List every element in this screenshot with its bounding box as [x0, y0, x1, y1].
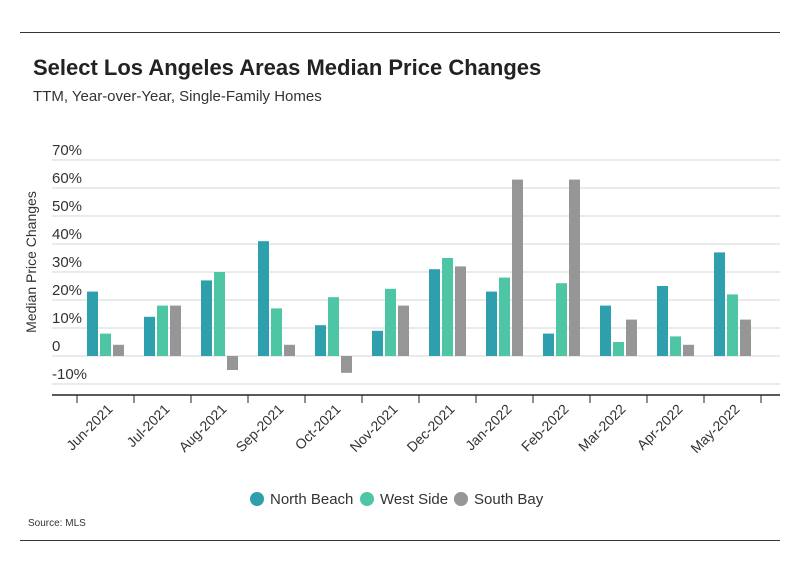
x-tick-label: Sep-2021: [232, 401, 286, 455]
y-tick-label: 20%: [52, 282, 82, 299]
x-tick-label: Mar-2022: [575, 401, 629, 455]
y-tick-label: -10%: [52, 366, 87, 383]
bar-north-beach: [486, 291, 497, 356]
source-note: Source: MLS: [28, 518, 86, 529]
bar-south-bay: [227, 356, 238, 370]
bar-west-side: [727, 294, 738, 356]
y-tick-label: 30%: [52, 254, 82, 271]
bar-west-side: [442, 258, 453, 356]
chart-subtitle: TTM, Year-over-Year, Single-Family Homes: [33, 88, 322, 105]
y-tick-label: 50%: [52, 198, 82, 215]
bar-north-beach: [201, 280, 212, 356]
bar-south-bay: [113, 344, 124, 356]
bar-north-beach: [429, 269, 440, 356]
bar-north-beach: [315, 325, 326, 356]
bar-south-bay: [626, 319, 637, 356]
legend-label: South Bay: [474, 491, 544, 508]
bar-south-bay: [683, 344, 694, 356]
y-tick-label: 40%: [52, 226, 82, 243]
bottom-rule: [20, 540, 780, 541]
bar-west-side: [499, 277, 510, 356]
legend-swatch-west-side: [360, 492, 374, 506]
bar-west-side: [613, 342, 624, 356]
bar-south-bay: [341, 356, 352, 373]
bar-west-side: [157, 305, 168, 356]
x-tick-label: Feb-2022: [518, 401, 572, 455]
y-tick-label: 0: [52, 338, 60, 355]
y-tick-label: 70%: [52, 142, 82, 159]
bar-north-beach: [600, 305, 611, 356]
x-tick-label: Nov-2021: [346, 401, 400, 455]
bar-south-bay: [569, 179, 580, 356]
y-axis-label: Median Price Changes: [23, 191, 39, 333]
bar-south-bay: [398, 305, 409, 356]
bar-west-side: [214, 272, 225, 356]
top-rule: [20, 32, 780, 33]
legend-swatch-south-bay: [454, 492, 468, 506]
bar-west-side: [385, 288, 396, 356]
bar-west-side: [271, 308, 282, 356]
bar-west-side: [670, 336, 681, 356]
legend: North Beach West Side South Bay: [250, 491, 544, 508]
x-tick-label: Aug-2021: [175, 401, 229, 455]
bar-south-bay: [284, 344, 295, 356]
legend-swatch-north-beach: [250, 492, 264, 506]
bar-south-bay: [170, 305, 181, 356]
bar-north-beach: [144, 316, 155, 356]
x-tick-label: Jul-2021: [123, 401, 172, 450]
x-tick-label: Apr-2022: [634, 401, 686, 453]
bar-west-side: [328, 297, 339, 356]
bar-north-beach: [372, 330, 383, 356]
chart-title: Select Los Angeles Areas Median Price Ch…: [33, 55, 542, 80]
legend-label: West Side: [380, 491, 448, 508]
bar-south-bay: [455, 266, 466, 356]
bar-north-beach: [714, 252, 725, 356]
x-tick-label: Dec-2021: [403, 401, 457, 455]
x-tick-label: Jun-2021: [63, 401, 116, 454]
bar-north-beach: [543, 333, 554, 356]
bar-west-side: [556, 283, 567, 356]
gridlines: [52, 159, 780, 385]
y-tick-label: 10%: [52, 310, 82, 327]
legend-label: North Beach: [270, 491, 353, 508]
bars: [87, 179, 751, 373]
bar-north-beach: [87, 291, 98, 356]
bar-north-beach: [657, 286, 668, 356]
x-tick-label: Oct-2021: [292, 401, 344, 453]
y-tick-label: 60%: [52, 170, 82, 187]
x-axis: Jun-2021 Jul-2021 Aug-2021 Sep-2021 Oct-2021…: [52, 394, 780, 456]
bar-south-bay: [740, 319, 751, 356]
bar-west-side: [100, 333, 111, 356]
x-tick-label: May-2022: [687, 401, 742, 456]
x-tick-label: Jan-2022: [462, 401, 515, 454]
y-axis-ticks: -10% 0 10% 20% 30% 40% 50% 60% 70%: [52, 142, 87, 383]
bar-north-beach: [258, 241, 269, 356]
bar-south-bay: [512, 179, 523, 356]
